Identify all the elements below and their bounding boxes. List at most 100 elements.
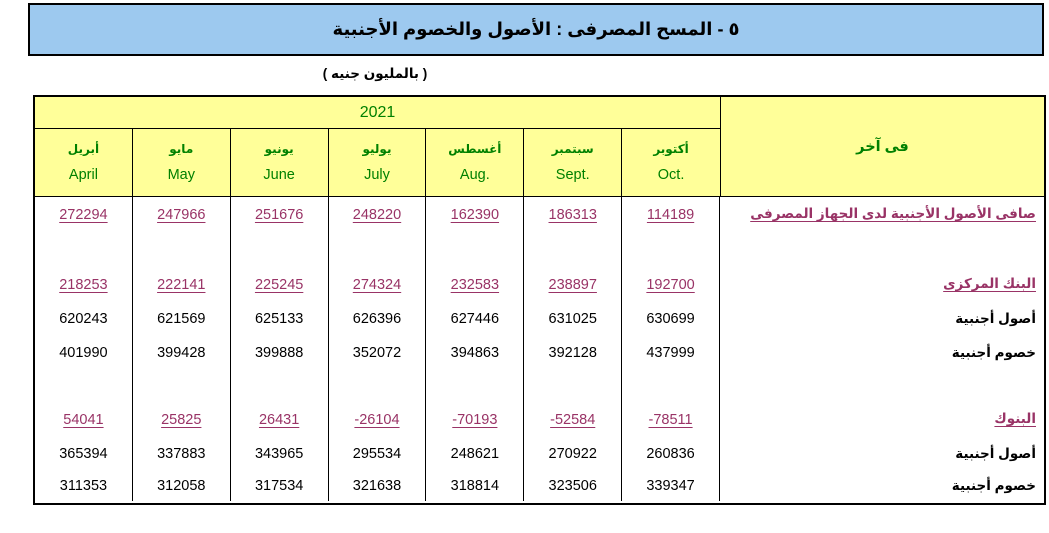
month-label-en: April [68,166,98,183]
value-cell: 26431 [231,402,329,437]
month-label-en: July [364,166,390,183]
value-cell: 114189 [622,197,720,232]
title-banner: ٥ - المسح المصرفى : الأصول والخصوم الأجن… [28,3,1044,56]
value-cell: 394863 [426,336,525,370]
value-cell: -70193 [426,402,525,437]
value-cell: 626396 [329,302,427,336]
month-label-en: Aug. [459,166,490,183]
month-label-en: June [263,166,295,183]
value-cell: 401990 [35,336,133,370]
spacer-cell [133,370,231,402]
spacer-cell [720,232,1044,267]
value-cell: 392128 [524,336,623,370]
year-row: 2021 [35,97,720,129]
month-cell-august: أغسطس Aug. [426,129,525,196]
value-cell: 312058 [133,471,231,501]
table-header: 2021 أبريل April مايو May يونيو June يول… [35,97,1044,197]
value-cell: 339347 [622,471,720,501]
spacer-cell [329,370,427,402]
value-cell: 232583 [426,267,525,302]
value-cell: 251676 [231,197,329,232]
value-cell: -52584 [524,402,623,437]
month-cell-may: مايو May [133,129,231,196]
month-label-ar: أكتوبر [653,142,689,157]
row-label-foreign-liabilities: خصوم أجنبية [951,344,1036,360]
value-cell: 311353 [35,471,133,501]
value-cell: 274324 [329,267,427,302]
spacer-cell [133,232,231,267]
month-label-ar: أغسطس [448,142,502,157]
value-cell: 352072 [329,336,427,370]
spacer-cell [524,370,623,402]
month-label-ar: مايو [169,142,194,157]
value-cell: 620243 [35,302,133,336]
value-cell: 186313 [524,197,623,232]
value-cell: 295534 [329,437,427,471]
page-title: ٥ - المسح المصرفى : الأصول والخصوم الأجن… [332,19,740,39]
value-cell: 630699 [622,302,720,336]
spacer-cell [426,232,525,267]
month-label-ar: سبتمبر [551,142,594,157]
value-cell: 399428 [133,336,231,370]
value-cell: 192700 [622,267,720,302]
month-label-ar: يوليو [362,142,392,157]
value-cell: 625133 [231,302,329,336]
value-cell: 621569 [133,302,231,336]
value-cell: 238897 [524,267,623,302]
spacer-cell [35,370,133,402]
row-label-net-foreign-assets: صافى الأصول الأجنبية لدى الجهاز المصرفى [750,206,1036,222]
spacer-cell [524,232,623,267]
year-label: 2021 [359,103,396,121]
units-subtitle: ( بالمليون جنيه ) [322,66,428,81]
month-label-ar: أبريل [67,142,100,157]
row-label-foreign-liabilities: خصوم أجنبية [951,477,1036,493]
month-cell-october: أكتوبر Oct. [622,129,720,196]
spacer-cell [622,232,720,267]
value-cell: 54041 [35,402,133,437]
month-label-en: Oct. [657,166,685,183]
value-cell: 399888 [231,336,329,370]
spacer-cell [231,232,329,267]
value-cell: 627446 [426,302,525,336]
value-cell: 25825 [133,402,231,437]
value-cell: 247966 [133,197,231,232]
value-cell: 365394 [35,437,133,471]
foreign-assets-liabilities-table: 2021 أبريل April مايو May يونيو June يول… [33,95,1046,505]
value-cell: -78511 [622,402,720,437]
value-cell: 272294 [35,197,133,232]
month-cell-september: سبتمبر Sept. [524,129,623,196]
spacer-cell [426,370,525,402]
value-cell: 321638 [329,471,427,501]
value-cell: 317534 [231,471,329,501]
corner-label: فى آخر [856,138,909,155]
spacer-cell [720,370,1044,402]
corner-header-cell: فى آخر [720,97,1044,196]
spacer-cell [231,370,329,402]
value-cell: 218253 [35,267,133,302]
value-cell: 248220 [329,197,427,232]
months-row: أبريل April مايو May يونيو June يوليو Ju… [35,129,720,196]
value-cell: 248621 [426,437,525,471]
value-cell: 323506 [524,471,623,501]
row-label-foreign-assets: أصول أجنبية [955,310,1036,326]
value-cell: 270922 [524,437,623,471]
row-label-banks: البنوك [994,411,1036,427]
spacer-cell [329,232,427,267]
value-cell: 318814 [426,471,525,501]
value-cell: -26104 [329,402,427,437]
value-cell: 225245 [231,267,329,302]
value-cell: 260836 [622,437,720,471]
spacer-cell [622,370,720,402]
value-cell: 437999 [622,336,720,370]
value-cell: 337883 [133,437,231,471]
value-cell: 631025 [524,302,623,336]
row-label-foreign-assets: أصول أجنبية [955,445,1036,461]
row-label-central-bank: البنك المركزى [943,276,1036,292]
value-cell: 162390 [426,197,525,232]
month-cell-june: يونيو June [231,129,329,196]
value-cell: 222141 [133,267,231,302]
month-label-ar: يونيو [264,142,294,157]
month-cell-july: يوليو July [329,129,427,196]
month-cell-april: أبريل April [35,129,133,196]
months-header-block: 2021 أبريل April مايو May يونيو June يول… [35,97,720,196]
